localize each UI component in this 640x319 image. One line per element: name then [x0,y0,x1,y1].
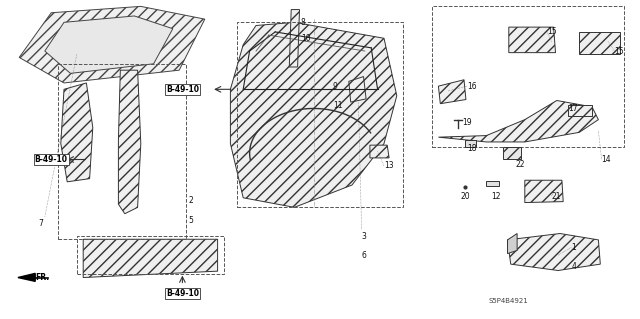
Polygon shape [509,27,556,53]
Polygon shape [83,239,218,278]
Polygon shape [19,6,205,83]
Text: 19: 19 [462,118,472,127]
Polygon shape [230,22,397,207]
Polygon shape [438,80,466,104]
Text: FR.: FR. [35,273,49,282]
Polygon shape [508,234,600,271]
Polygon shape [45,16,173,73]
Polygon shape [525,180,563,203]
Text: B-49-10: B-49-10 [166,85,199,94]
Polygon shape [289,10,300,67]
Polygon shape [349,77,366,102]
Text: S5P4B4921: S5P4B4921 [489,299,529,304]
Text: 20: 20 [461,192,470,201]
Text: 5: 5 [189,216,194,225]
Text: 22: 22 [515,160,525,169]
Polygon shape [568,105,592,116]
Text: 10: 10 [301,34,310,43]
Polygon shape [61,83,93,182]
Text: 6: 6 [362,251,367,260]
Bar [77,236,224,274]
Polygon shape [579,32,620,54]
Text: 4: 4 [572,262,577,271]
Text: 15: 15 [614,47,624,56]
Text: B-49-10: B-49-10 [35,155,68,164]
Text: 8: 8 [301,18,305,27]
Bar [58,64,186,239]
Text: 16: 16 [467,82,477,91]
Text: 12: 12 [492,192,501,201]
Text: 14: 14 [602,155,611,164]
Bar [432,6,624,147]
Text: 18: 18 [467,144,477,153]
Polygon shape [508,234,517,254]
Polygon shape [438,100,598,142]
Text: 13: 13 [384,161,394,170]
Text: B-49-10: B-49-10 [166,289,199,298]
Polygon shape [18,273,35,281]
Text: 21: 21 [552,192,561,201]
Text: 11: 11 [333,101,342,110]
Text: 17: 17 [568,104,578,113]
Text: 3: 3 [362,232,367,241]
Bar [237,22,403,207]
Polygon shape [370,145,389,158]
Bar [486,181,499,186]
Text: 2: 2 [189,197,193,205]
Bar [465,140,476,147]
Text: 9: 9 [333,82,338,91]
Text: 1: 1 [572,243,576,252]
Polygon shape [118,70,141,214]
Bar [503,147,521,159]
Text: 7: 7 [38,219,44,228]
Text: 15: 15 [547,27,557,36]
